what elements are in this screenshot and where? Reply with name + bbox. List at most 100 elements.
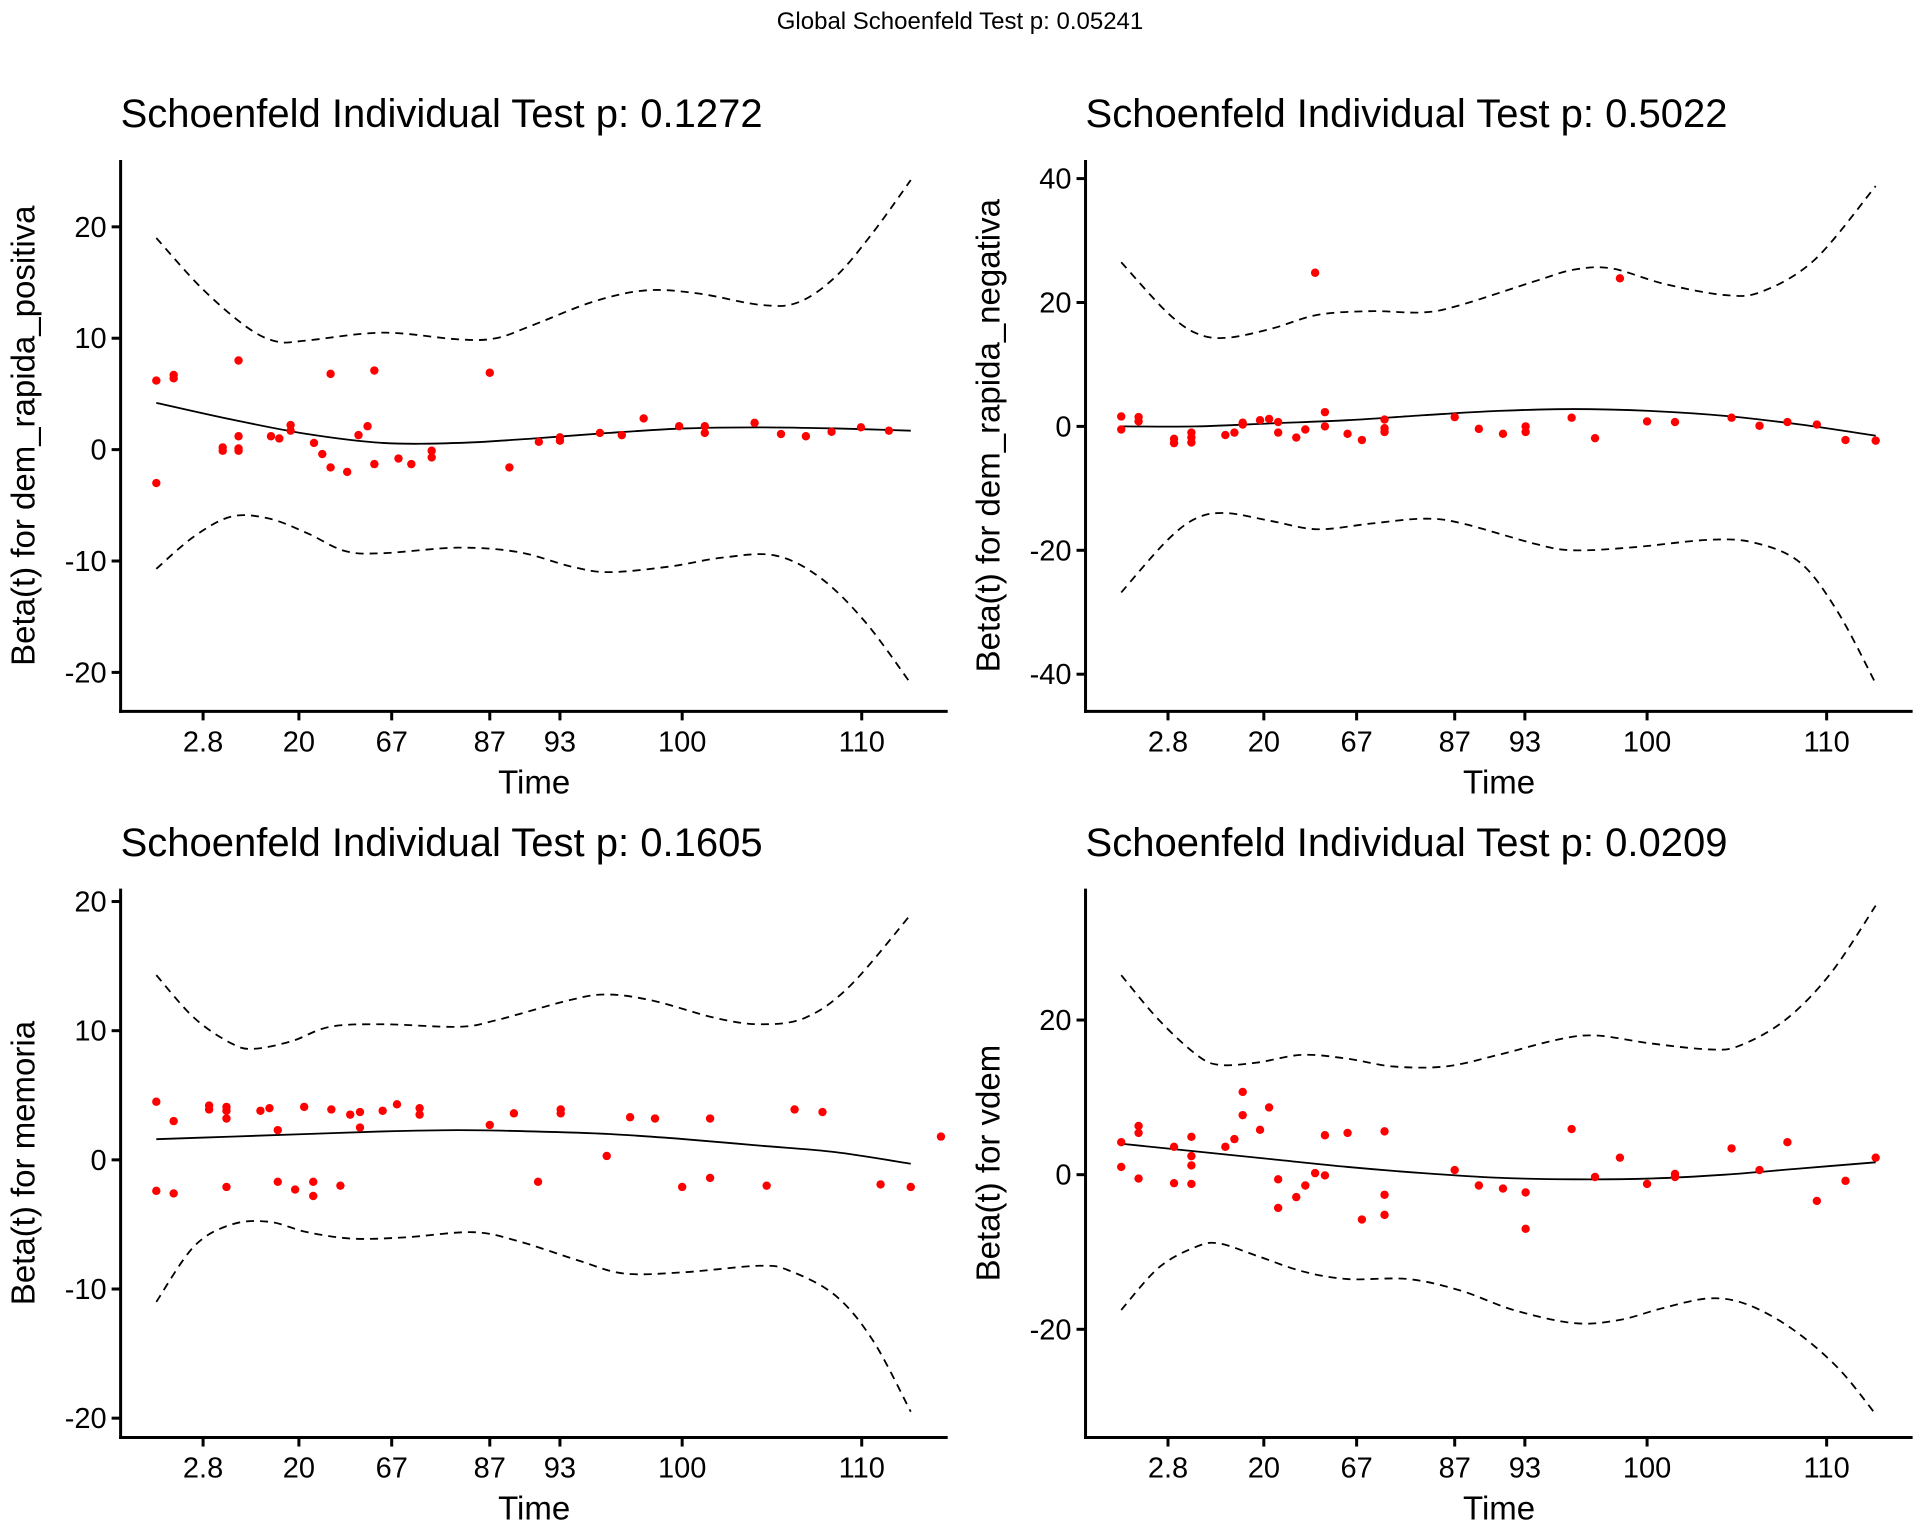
x-tick-label: 2.8 (1148, 1453, 1188, 1485)
x-tick-label: 87 (1439, 1453, 1471, 1485)
residual-point (509, 1109, 519, 1118)
residual-point (415, 1110, 424, 1119)
x-tick-label: 100 (658, 726, 706, 758)
residual-point (1380, 1190, 1389, 1199)
residual-point (1255, 1125, 1265, 1135)
smoothed-beta-line (156, 1129, 911, 1165)
residual-point (273, 1125, 282, 1135)
residual-point (1670, 417, 1680, 427)
residual-point (309, 1191, 318, 1201)
residual-point (1238, 420, 1247, 429)
residual-point (1615, 274, 1625, 283)
y-axis-title: Beta(t) for dem_rapida_positiva (5, 205, 42, 666)
y-tick-label: -40 (1030, 659, 1072, 691)
y-tick-label: 20 (74, 212, 106, 244)
residual-point (1727, 1144, 1736, 1153)
residual-point (936, 1132, 946, 1141)
x-tick-label: 67 (376, 726, 408, 758)
residual-point (1450, 412, 1459, 422)
residual-point (1187, 1151, 1196, 1161)
residual-point (394, 454, 403, 463)
x-tick-label: 87 (1439, 726, 1471, 758)
residual-point (1301, 425, 1310, 434)
residual-point (674, 422, 684, 431)
residual-point (234, 446, 243, 455)
residual-point (617, 430, 627, 440)
residual-point (286, 426, 295, 435)
residual-point (1343, 429, 1352, 439)
residual-point (363, 422, 372, 431)
residual-point (1117, 412, 1126, 421)
residual-point (309, 438, 319, 448)
residual-point (1221, 430, 1230, 440)
residual-point (827, 427, 836, 436)
residual-point (275, 434, 284, 443)
residual-point (1273, 1203, 1283, 1213)
residual-point (326, 463, 335, 472)
residual-point (218, 446, 227, 455)
residual-point (555, 436, 565, 445)
residual-point (650, 1114, 660, 1123)
residual-point (222, 1106, 231, 1115)
residual-point (1134, 1174, 1143, 1183)
x-tick-label: 20 (1248, 726, 1280, 758)
residual-point (750, 418, 759, 428)
residual-point (1590, 1172, 1600, 1182)
x-tick-label: 93 (1509, 726, 1541, 758)
residual-point (1642, 417, 1652, 426)
residual-point (1380, 1127, 1389, 1136)
x-tick-label: 20 (283, 1453, 315, 1485)
panel-title: Schoenfeld Individual Test p: 0.1605 (120, 820, 763, 865)
y-tick-label: -20 (65, 1403, 107, 1435)
x-tick-label: 67 (1340, 726, 1372, 758)
residual-point (818, 1107, 827, 1117)
residual-point (1134, 1128, 1143, 1138)
residual-point (1273, 428, 1283, 437)
panel-title: Schoenfeld Individual Test p: 0.5022 (1085, 92, 1728, 137)
residual-point (1380, 415, 1389, 424)
residual-point (1187, 1179, 1196, 1189)
x-tick-label: 67 (1340, 1453, 1372, 1485)
y-tick-label: 20 (1039, 287, 1071, 319)
residual-point (152, 1097, 161, 1106)
x-tick-label: 110 (839, 1453, 885, 1485)
x-tick-label: 93 (544, 1453, 576, 1485)
x-tick-label: 20 (1248, 1453, 1280, 1485)
residual-point (1357, 1215, 1367, 1224)
residual-point (370, 366, 379, 375)
residual-point (1264, 1103, 1274, 1112)
x-tick-label: 110 (839, 726, 885, 758)
residual-point (1871, 436, 1880, 445)
residual-point (677, 1182, 687, 1192)
residual-point (1310, 268, 1320, 277)
residual-point (234, 356, 243, 365)
y-tick-label: -20 (1030, 535, 1072, 567)
upper-confidence-band (155, 179, 912, 344)
residual-point (327, 1105, 336, 1114)
y-tick-label: 20 (74, 887, 106, 919)
y-axis-title: Beta(t) for memoria (5, 1020, 42, 1305)
residual-point (1567, 413, 1576, 422)
residual-point (378, 1106, 387, 1115)
residual-point (639, 414, 648, 423)
residual-point (1521, 1188, 1530, 1197)
residual-point (1755, 421, 1764, 430)
residual-point (273, 1177, 282, 1187)
residual-point (299, 1102, 309, 1112)
residual-point (152, 478, 161, 488)
residual-point (169, 374, 178, 383)
residual-point (1273, 417, 1283, 427)
x-axis-title: Time (1463, 763, 1535, 800)
x-tick-label: 100 (1623, 726, 1671, 758)
x-axis-title: Time (498, 1490, 570, 1527)
global-title: Global Schoenfeld Test p: 0.05241 (776, 8, 1144, 35)
y-tick-label: 20 (1039, 1005, 1071, 1037)
residual-point (370, 459, 379, 469)
residual-point (266, 432, 276, 441)
residual-point (1187, 1132, 1196, 1141)
residual-point (700, 428, 710, 438)
residual-point (1320, 422, 1330, 431)
residual-point (1292, 1192, 1301, 1202)
residual-point (256, 1106, 265, 1115)
